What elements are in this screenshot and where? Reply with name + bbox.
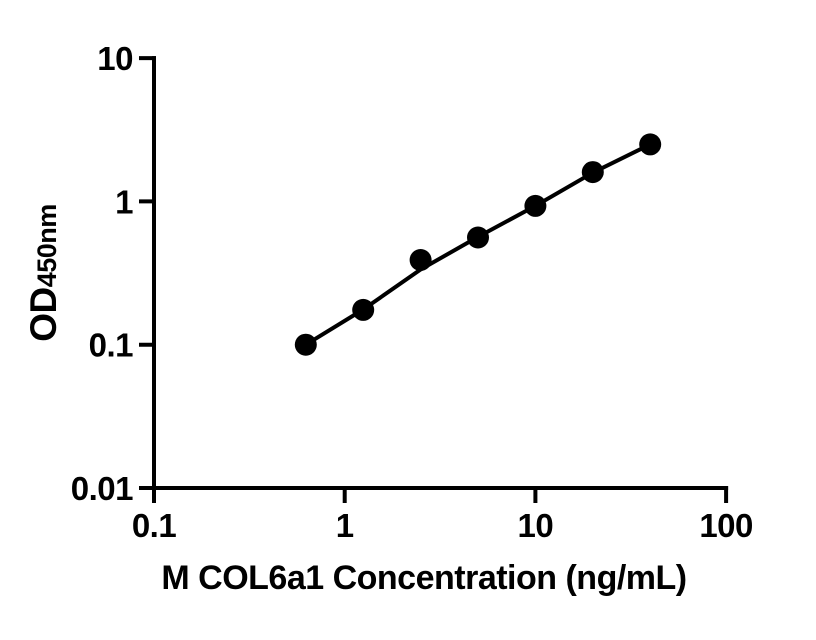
data-point — [639, 133, 662, 156]
y-tick-label: 0.1 — [89, 327, 134, 364]
y-axis-title-subscript: 450nm — [32, 204, 62, 288]
x-tick-label: 1 — [336, 507, 354, 544]
data-point — [294, 333, 317, 356]
data-point — [409, 249, 432, 271]
y-axis-title-main: OD — [23, 287, 64, 342]
y-tick-label: 0.01 — [71, 470, 133, 507]
data-point — [524, 194, 547, 217]
y-axis-title: OD450nm — [23, 204, 65, 342]
data-point — [581, 161, 604, 184]
y-tick-label: 10 — [97, 40, 133, 77]
data-point — [467, 226, 489, 249]
y-tick-label: 1 — [115, 183, 133, 220]
x-axis-title: M COL6a1 Concentration (ng/mL) — [161, 559, 687, 597]
x-tick-label: 10 — [518, 507, 554, 544]
x-tick-label: 100 — [699, 507, 753, 544]
x-tick-label: 0.1 — [132, 507, 177, 544]
data-point — [352, 298, 375, 321]
